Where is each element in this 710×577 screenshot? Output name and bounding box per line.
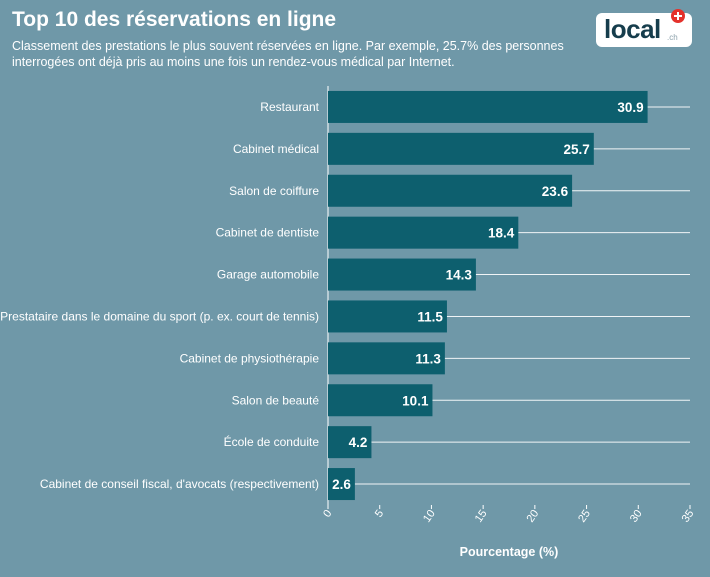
bar-value-label: 11.5 — [417, 309, 443, 324]
category-label: Cabinet de physiothérapie — [180, 351, 320, 365]
category-label: École de conduite — [224, 434, 320, 449]
chart-title: Top 10 des réservations en ligne — [12, 8, 337, 31]
bar — [328, 90, 648, 123]
bar — [328, 468, 355, 501]
x-tick-label: 20 — [524, 508, 541, 525]
category-label: Salon de coiffure — [229, 184, 319, 198]
bar — [328, 342, 445, 375]
x-tick-label: 25 — [576, 508, 593, 525]
x-tick-label: 15 — [473, 508, 490, 525]
x-tick-label: 30 — [628, 508, 645, 525]
bar-value-label: 25.7 — [564, 142, 590, 157]
category-label: Salon de beauté — [232, 393, 320, 407]
bar-value-label: 18.4 — [488, 226, 515, 241]
swiss-cross-icon — [671, 9, 685, 23]
category-label: Cabinet de dentiste — [216, 226, 320, 240]
category-label: Cabinet de conseil fiscal, d'avocats (re… — [40, 477, 319, 491]
x-axis-title: Pourcentage (%) — [460, 545, 559, 559]
bar — [328, 384, 433, 417]
bar-value-label: 11.3 — [415, 351, 441, 366]
bar — [328, 216, 519, 249]
bar-value-label: 2.6 — [332, 477, 351, 492]
bar-value-label: 30.9 — [617, 100, 643, 115]
x-tick-label: 5 — [373, 508, 386, 520]
bar — [328, 132, 594, 165]
logo-suffix: .ch — [667, 33, 678, 42]
bar-value-label: 10.1 — [402, 393, 429, 408]
x-tick-label: 0 — [321, 508, 334, 520]
bar-value-label: 4.2 — [349, 435, 368, 450]
bar-value-label: 23.6 — [542, 184, 569, 199]
local-ch-logo: local .ch — [596, 9, 692, 47]
chart-subtitle: Classement des prestations le plus souve… — [12, 39, 564, 69]
bar — [328, 300, 447, 333]
bar-value-label: 14.3 — [446, 268, 473, 283]
x-tick-label: 10 — [421, 508, 438, 525]
category-label: Restaurant — [260, 100, 319, 114]
x-tick-label: 35 — [680, 508, 697, 525]
category-label: Garage automobile — [217, 268, 319, 282]
bar — [328, 258, 476, 291]
bar — [328, 174, 573, 207]
category-label: Prestataire dans le domaine du sport (p.… — [0, 309, 319, 323]
bar — [328, 426, 372, 459]
logo-text: local — [604, 14, 661, 44]
category-label: Cabinet médical — [233, 142, 319, 156]
